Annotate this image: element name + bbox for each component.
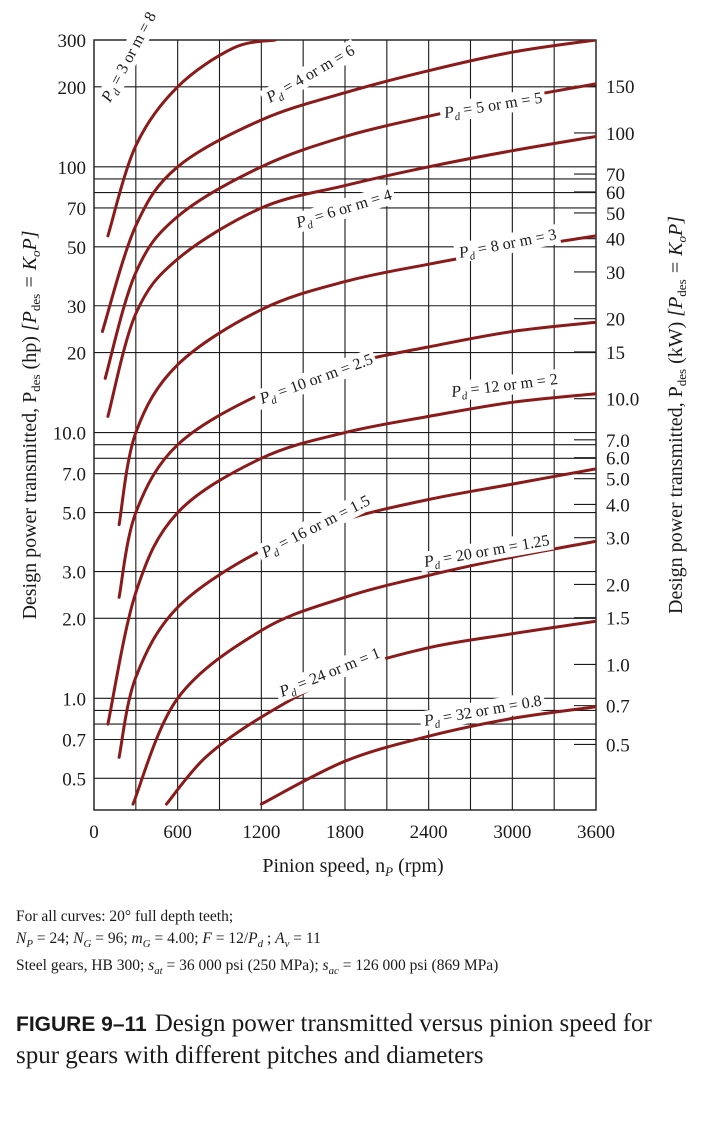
curve-label: Pd = 10 or m = 2.5 bbox=[253, 348, 379, 411]
y-tick-label-right: 0.7 bbox=[606, 697, 630, 718]
y-tick-label-right: 50 bbox=[606, 204, 625, 225]
y-tick-label-left: 70 bbox=[67, 199, 86, 220]
y-tick-label-left: 200 bbox=[58, 78, 87, 99]
curve-label-bg bbox=[272, 641, 386, 704]
curve-label: Pd = 3 or m = 8 bbox=[94, 5, 163, 109]
x-tick-label: 0 bbox=[89, 822, 99, 843]
curve-label-text: Pd = 24 or m = 1 bbox=[276, 645, 384, 704]
y-tick-label-right: 70 bbox=[606, 165, 625, 186]
y-tick-label-right: 0.5 bbox=[606, 735, 630, 756]
y-tick-label-right: 20 bbox=[606, 310, 625, 331]
curve-label: Pd = 20 or m = 1.25 bbox=[418, 529, 555, 573]
y-tick-label-right: 60 bbox=[606, 183, 625, 204]
y-tick-label-left: 7.0 bbox=[62, 465, 86, 486]
curve-label: Pd = 24 or m = 1 bbox=[272, 641, 386, 704]
curve-label-bg bbox=[418, 529, 555, 573]
y-tick-label-left: 0.5 bbox=[62, 769, 86, 790]
x-tick-label: 3600 bbox=[577, 822, 615, 843]
y-tick-label-right: 2.0 bbox=[606, 575, 630, 596]
x-tick-label: 1200 bbox=[242, 822, 280, 843]
y-tick-label-right: 150 bbox=[606, 77, 635, 98]
y-tick-label-right: 100 bbox=[606, 124, 635, 145]
y-tick-label-right: 15 bbox=[606, 343, 625, 364]
curve-label: Pd = 5 or m = 5 bbox=[438, 87, 547, 124]
figure-caption-text: Design power transmitted versus pinion s… bbox=[16, 1010, 652, 1069]
curve-label-text: Pd = 3 or m = 8 bbox=[98, 9, 163, 107]
curve-p-d-12-or-m-2 bbox=[106, 392, 596, 726]
curve-p-d-20-or-m-1-25 bbox=[131, 539, 596, 806]
y-tick-label-left: 10.0 bbox=[53, 424, 86, 445]
power-chart: 0 600 1200 1800 2400 3000 3600 0.5 0.7 1.0 2.0 3.0 5… bbox=[19, 5, 689, 879]
y-tick-label-left: 3.0 bbox=[62, 563, 86, 584]
curve-p-d-32-or-m-0-8 bbox=[259, 705, 596, 806]
right-axis-ticks bbox=[574, 85, 596, 746]
y-tick-label-left: 0.7 bbox=[62, 730, 86, 751]
curve-label-bg bbox=[438, 87, 547, 124]
y-tick-label-right: 3.0 bbox=[606, 529, 630, 550]
curve-label-bg bbox=[254, 489, 377, 565]
curve-label: Pd = 32 or m = 0.8 bbox=[418, 690, 547, 732]
y-tick-label-left: 1.0 bbox=[62, 689, 86, 710]
notes-line-2: NP = 24; NG = 96; mG = 4.00; F = 12/Pd ;… bbox=[16, 929, 321, 950]
y-tick-label-left: 100 bbox=[58, 158, 87, 179]
y-tick-label-left: 20 bbox=[67, 344, 86, 365]
y-tick-label-left: 2.0 bbox=[62, 609, 86, 630]
curve-label: Pd = 6 or m = 4 bbox=[289, 183, 398, 234]
plot-frame bbox=[93, 39, 597, 811]
curve-label-bg bbox=[418, 690, 547, 732]
curve-label: Pd = 4 or m = 6 bbox=[259, 38, 361, 110]
x-tick-label: 600 bbox=[163, 822, 192, 843]
curve-label: Pd = 8 or m = 3 bbox=[453, 223, 562, 264]
curve-label-bg bbox=[453, 223, 562, 264]
figure-label: FIGURE 9–11 bbox=[16, 1013, 147, 1036]
y-tick-label-right: 5.0 bbox=[606, 470, 630, 491]
curve-label-text: Pd = 16 or m = 1.5 bbox=[258, 492, 374, 564]
curve-label-bg bbox=[289, 183, 398, 234]
curve-p-d-3-or-m-8 bbox=[106, 40, 277, 238]
x-tick-label: 3000 bbox=[493, 822, 531, 843]
y-tick-label-left: 300 bbox=[58, 31, 87, 52]
y-tick-label-right: 1.5 bbox=[606, 609, 630, 630]
curve-label-bg bbox=[446, 368, 562, 403]
y-tick-label-right: 6.0 bbox=[606, 449, 630, 470]
x-tick-label: 2400 bbox=[410, 822, 448, 843]
x-tick-label: 1800 bbox=[326, 822, 364, 843]
curve-label-text: Pd = 10 or m = 2.5 bbox=[257, 351, 377, 411]
figure-caption: FIGURE 9–11 Design power transmitted vers… bbox=[16, 1008, 696, 1071]
y-tick-label-right: 4.0 bbox=[606, 495, 630, 516]
y-tick-label-right: 40 bbox=[606, 230, 625, 251]
y-tick-label-right: 30 bbox=[606, 263, 625, 284]
y-tick-label-right: 1.0 bbox=[606, 655, 630, 676]
y-tick-label-right: 7.0 bbox=[606, 431, 630, 452]
grid bbox=[94, 40, 596, 810]
y-tick-label-left: 30 bbox=[67, 297, 86, 318]
y-axis-label-right: Design power transmitted, Pdes (kW) [Pde… bbox=[665, 216, 689, 614]
x-axis-label: Pinion speed, nP (rpm) bbox=[262, 855, 443, 879]
curve-p-d-6-or-m-4 bbox=[106, 135, 596, 418]
curve-label-bg bbox=[259, 38, 361, 110]
y-tick-label-left: 50 bbox=[67, 238, 86, 259]
chart-notes: For all curves: 20° full depth teeth; NP… bbox=[16, 906, 696, 983]
curve-p-d-4-or-m-6 bbox=[100, 40, 596, 333]
curve-label-bg bbox=[253, 348, 379, 411]
notes-line-3: Steel gears, HB 300; sat = 36 000 psi (2… bbox=[16, 957, 499, 978]
curve-label-bg bbox=[94, 5, 163, 109]
curve-label: Pd = 16 or m = 1.5 bbox=[254, 489, 377, 565]
y-axis-label-left: Design power transmitted, Pdes (hp) [Pde… bbox=[19, 230, 43, 619]
curves bbox=[100, 40, 596, 806]
notes-line-1: For all curves: 20° full depth teeth; bbox=[16, 908, 234, 925]
y-tick-label-right: 10.0 bbox=[606, 390, 639, 411]
y-tick-label-left: 5.0 bbox=[62, 504, 86, 525]
